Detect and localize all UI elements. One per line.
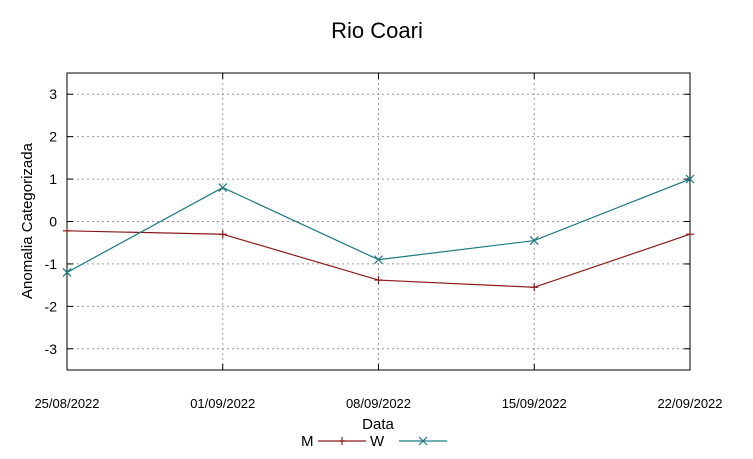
data-point <box>529 236 539 246</box>
y-tick-label: 3 <box>49 86 57 102</box>
x-tick-label: 15/09/2022 <box>502 396 567 411</box>
x-axis-label: Data <box>362 416 394 433</box>
y-tick-label: -2 <box>45 298 58 314</box>
data-point <box>63 226 71 235</box>
x-tick-label: 01/09/2022 <box>190 396 255 411</box>
y-tick-label: 0 <box>49 214 57 230</box>
data-point <box>218 230 227 239</box>
data-point <box>62 267 72 277</box>
y-tick-label: 2 <box>49 129 57 145</box>
y-tick-label: -3 <box>45 341 58 357</box>
data-point <box>374 276 383 285</box>
grid-lines <box>66 73 691 370</box>
y-axis-label: Anomalia Categorizada <box>19 142 36 299</box>
y-tick-label: 1 <box>49 171 57 187</box>
legend-label: M <box>301 433 314 450</box>
x-tick-label: 22/09/2022 <box>657 396 722 411</box>
data-point <box>530 283 539 292</box>
data-point <box>218 183 228 192</box>
data-point <box>374 255 383 265</box>
data-point <box>685 174 695 184</box>
series-lines <box>62 174 695 292</box>
x-tick-label: 08/09/2022 <box>346 396 411 411</box>
y-tick-label: -1 <box>45 256 58 272</box>
data-point <box>338 437 346 445</box>
axis-ticks: 3 2 1 0 -1 -2 -3 25/08/2022 01/09/2022 08/09/2022… <box>34 73 723 411</box>
data-point <box>418 436 428 446</box>
legend-label: W <box>370 433 385 450</box>
x-tick-label: 25/08/2022 <box>34 396 99 411</box>
chart-title: Rio Coari <box>331 18 423 43</box>
data-point <box>686 230 694 239</box>
